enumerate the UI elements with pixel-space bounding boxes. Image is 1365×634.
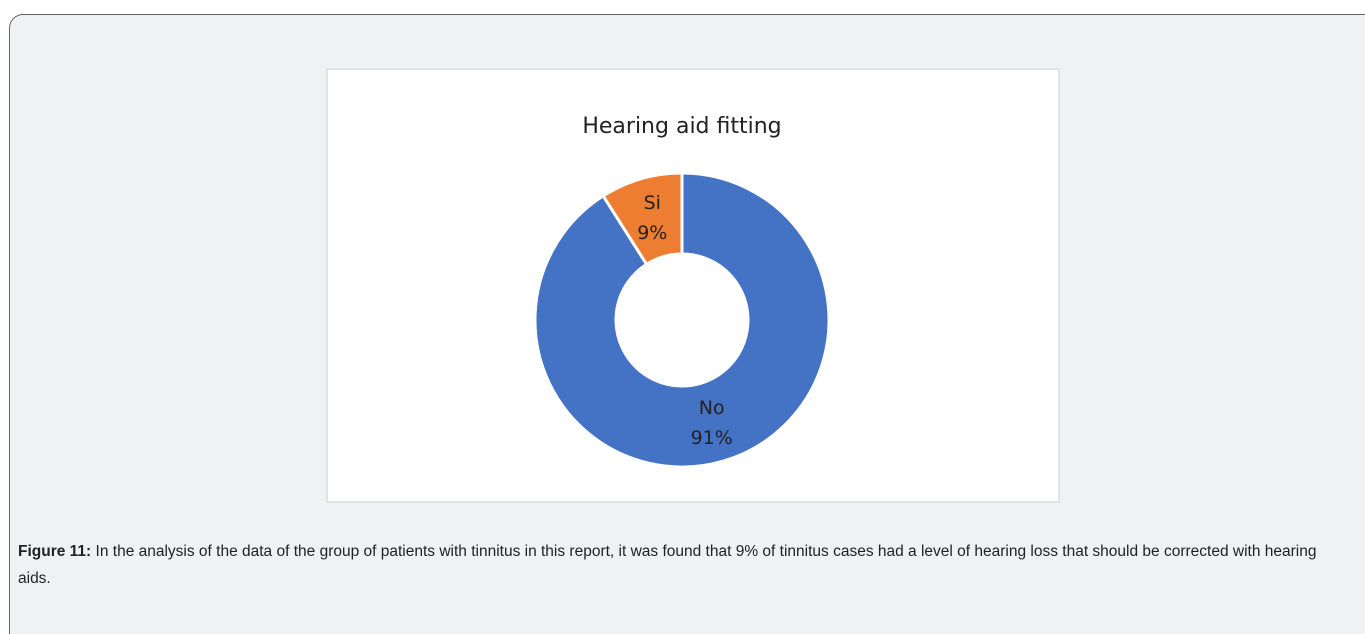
caption-text: In the analysis of the data of the group… (18, 543, 1317, 587)
chart: Hearing aid fitting No 91% Si 9% (533, 114, 831, 469)
donut-slice (533, 171, 831, 469)
chart-box: Hearing aid fitting No 91% Si 9% (326, 68, 1060, 503)
chart-title: Hearing aid fitting (582, 114, 781, 139)
slice-value-label: 91% (691, 427, 733, 449)
slice-category-label: No (699, 397, 725, 419)
caption: Figure 11: In the analysis of the data o… (18, 538, 1353, 592)
slice-category-label: Si (644, 192, 661, 214)
page: Hearing aid fitting No 91% Si 9% Figure 11:… (9, 14, 1365, 634)
slice-value-label: 9% (637, 222, 667, 244)
donut-slice (601, 171, 684, 267)
caption-label: Figure 11: (18, 543, 92, 560)
